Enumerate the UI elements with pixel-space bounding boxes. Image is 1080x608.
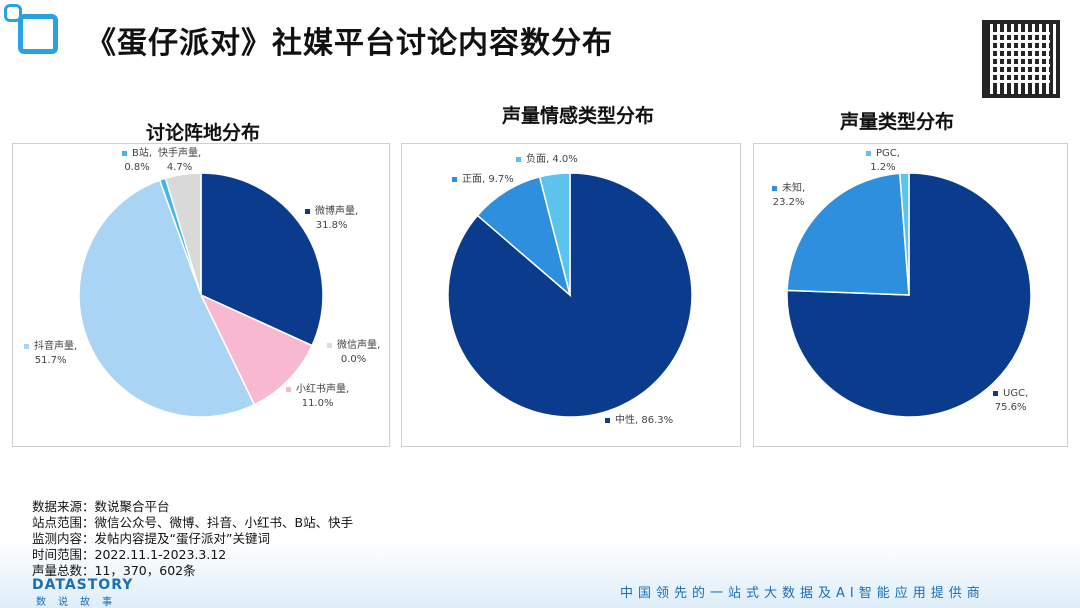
chart-panel-sentiment: [401, 143, 741, 447]
info-line: 声量总数：11，370，602条: [32, 563, 196, 578]
logo-square-inner: [18, 14, 58, 54]
chart-title-platform: 讨论阵地分布: [145, 122, 261, 144]
label-kuaishou: 快手声量, 4.7%: [158, 148, 202, 173]
info-line: 监测内容：发帖内容提及“蛋仔派对”关键词: [32, 531, 270, 546]
label-ugc: UGC, 75.6%: [993, 388, 1029, 413]
info-line: 时间范围：2022.11.1-2023.3.12: [32, 547, 227, 562]
label-positive: 正面, 9.7%: [452, 173, 514, 187]
label-xiaohongshu: 小红书声量, 11.0%: [286, 383, 349, 411]
label-unknown: 未知, 23.2%: [772, 183, 806, 208]
slogan: 中国领先的一站式大数据及AI智能应用提供商: [620, 586, 985, 601]
label-bilibili: B站, 0.8%: [122, 147, 152, 175]
page-title: 《蛋仔派对》社媒平台讨论内容数分布: [86, 26, 613, 61]
qr-code: [982, 20, 1060, 98]
info-line: 站点范围：微信公众号、微博、抖音、小红书、B站、快手: [32, 515, 354, 530]
chart-title-type: 声量类型分布: [839, 111, 955, 133]
footer-background: [0, 540, 1080, 608]
brand-logo: DATASTORY: [32, 577, 134, 593]
label-douyin: 抖音声量, 51.7%: [24, 340, 77, 368]
chart-title-sentiment: 声量情感类型分布: [501, 105, 655, 127]
label-neutral: 中性, 86.3%: [605, 414, 673, 428]
info-line: 数据来源：数说聚合平台: [32, 499, 170, 514]
label-weibo: 微博声量, 31.8%: [305, 205, 358, 233]
logo-square-outer: [4, 4, 22, 22]
label-wechat: 微信声量, 0.0%: [327, 339, 380, 367]
data-source-info: 数据来源：数说聚合平台 站点范围：微信公众号、微博、抖音、小红书、B站、快手 监…: [32, 499, 353, 579]
label-pgc: PGC, 1.2%: [866, 147, 900, 175]
label-negative: 负面, 4.0%: [516, 153, 578, 167]
brand-subtitle: 数说故事: [36, 597, 124, 608]
